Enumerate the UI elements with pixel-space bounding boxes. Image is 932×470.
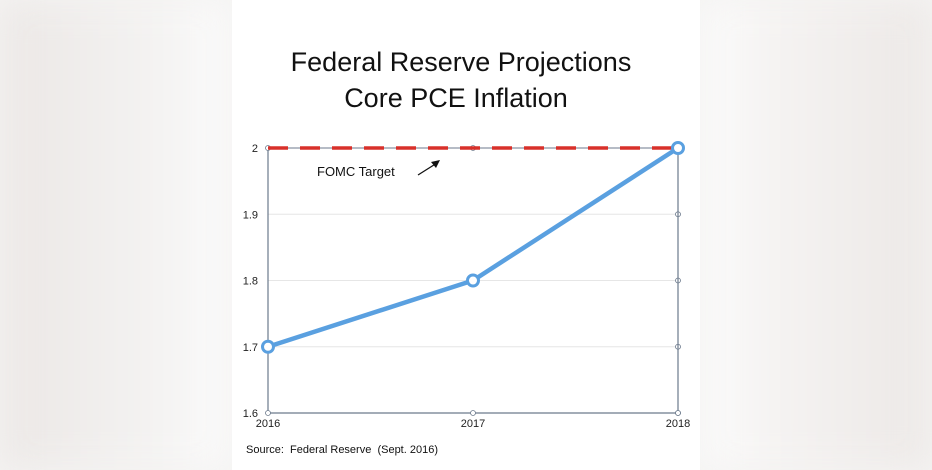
chart-title: Federal Reserve Projections <box>290 47 632 77</box>
y-tick-label: 2 <box>252 143 258 155</box>
y-tick-label: 1.8 <box>243 276 258 288</box>
axis-tick-marker <box>265 410 271 416</box>
blurred-background-left <box>0 0 230 470</box>
source-note: Source: Federal Reserve (Sept. 2016) <box>246 444 438 456</box>
reference-line-group: FOMC Target <box>268 146 678 179</box>
fomc-target-label: FOMC Target <box>317 164 395 179</box>
blurred-background-right <box>702 0 932 470</box>
x-tick-label: 2018 <box>666 418 690 430</box>
x-tick-label: 2017 <box>461 418 485 430</box>
annotation-arrow-head <box>431 160 440 168</box>
data-point <box>261 339 275 354</box>
series-group <box>261 141 685 354</box>
x-tick-label: 2016 <box>256 418 280 430</box>
chart-subtitle: Core PCE Inflation <box>344 83 568 113</box>
chart-card <box>232 0 700 470</box>
data-point <box>671 141 685 155</box>
y-tick-label: 1.7 <box>243 342 258 354</box>
y-tick-label: 1.9 <box>243 209 258 221</box>
y-tick-label: 1.6 <box>243 408 258 420</box>
tick-labels: 1.6 1.7 1.8 1.9 2 2016 2017 2018 <box>243 143 691 430</box>
data-point <box>466 273 480 288</box>
axis-tick-marker <box>675 410 681 416</box>
axis-tick-marker <box>470 410 476 416</box>
